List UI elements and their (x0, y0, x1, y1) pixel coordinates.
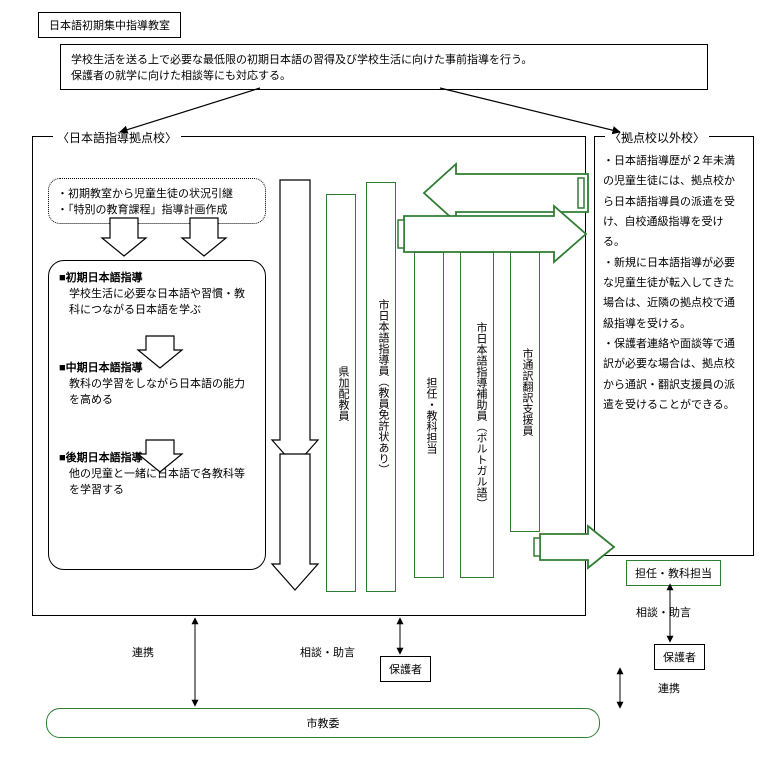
soudan2-label: 相談・助言 (636, 604, 691, 620)
phase-2: ■中期日本語指導 教科の学習をしながら日本語の能力を高める (59, 359, 255, 407)
other-bullet-2: ・保護者連絡や面談等で通訳が必要な場合は、拠点校から通訳・翻訳支援員の派遣を受け… (603, 334, 745, 415)
haken1-label: 派遣 (522, 228, 544, 244)
phase-3: ■後期日本語指導 他の児童と一緒に日本語で各教科等を学習する (59, 449, 255, 497)
committee-text: 市教委 (307, 718, 340, 730)
other-bullets: ・日本語指導歴が２年未満の児童生徒には、拠点校から日本語指導員の派遣を受け、自校… (595, 137, 753, 423)
soudan1-label: 相談・助言 (300, 644, 355, 660)
role-kenka: 県加配教員 (326, 194, 356, 592)
other-bullet-0: ・日本語指導歴が２年未満の児童生徒には、拠点校から日本語指導員の派遣を受け、自校… (603, 151, 745, 253)
role-shidouin: 市日本語指導員（教員免許状あり） (366, 182, 396, 592)
phase-1: ■初期日本語指導 学校生活に必要な日本語や習慣・教科につながる日本語を学ぶ (59, 269, 255, 317)
tsukyu-label: 通級指導 (500, 186, 544, 202)
role-tsuyaku: 市通訳翻訳支援員 (510, 252, 540, 532)
bottom-hogosha-box: 保護者 (380, 656, 431, 682)
intake-line2: ・「特別の教育課程」指導計画作成 (57, 201, 257, 217)
other-hogosha-box: 保護者 (654, 644, 705, 670)
role-kenka-text: 県加配教員 (337, 366, 349, 421)
other-bullet-1: ・新規に日本語指導が必要な児童生徒が転入してきた場合は、近隣の拠点校で通級指導を… (603, 253, 745, 334)
title-text: 日本語初期集中指導教室 (49, 20, 170, 32)
description-line1: 学校生活を送る上で必要な最低限の初期日本語の習得及び学校生活に向けた事前指導を行… (71, 51, 697, 67)
other-tannin-box: 担任・教科担当 (626, 560, 721, 586)
other-section-label: 〈拠点校以外校〉 (605, 129, 709, 146)
role-hojoin-text: 市日本語指導補助員（ポルトガル語） (475, 322, 487, 509)
role-tannin-text: 担任・教科担当 (425, 377, 437, 454)
phase1-desc: 学校生活に必要な日本語や習慣・教科につながる日本語を学ぶ (59, 285, 255, 317)
role-tsuyaku-text: 市通訳翻訳支援員 (521, 348, 533, 436)
bottom-hogosha-text: 保護者 (389, 664, 422, 676)
phase2-title: ■中期日本語指導 (59, 359, 255, 375)
intake-line1: ・初期教室から児童生徒の状況引継 (57, 185, 257, 201)
pullout-label: 別室で取り出し指導 (288, 264, 304, 363)
description-box: 学校生活を送る上で必要な最低限の初期日本語の習得及び学校生活に向けた事前指導を行… (60, 44, 708, 90)
phase1-title: ■初期日本語指導 (59, 269, 255, 285)
phases-box: ■初期日本語指導 学校生活に必要な日本語や習慣・教科につながる日本語を学ぶ ■中… (48, 260, 266, 570)
phase3-desc: 他の児童と一緒に日本語で各教科等を学習する (59, 465, 255, 497)
title-box: 日本語初期集中指導教室 (38, 12, 181, 38)
renkei2-label: 連携 (658, 680, 680, 696)
role-hojoin: 市日本語指導補助員（ポルトガル語） (460, 252, 494, 578)
committee-box: 市教委 (46, 708, 600, 738)
role-shidouin-text: 市日本語指導員（教員免許状あり） (377, 299, 389, 475)
other-tannin-text: 担任・教科担当 (635, 568, 712, 580)
hub-section-label: 〈日本語指導拠点校〉 (53, 129, 181, 146)
haken2-label: 派遣 (552, 543, 574, 559)
description-line2: 保護者の就学に向けた相談等にも対応する。 (71, 67, 697, 83)
role-tannin: 担任・教科担当 (414, 252, 444, 578)
inclass-label: 在籍学級で指導 (288, 470, 304, 547)
other-hogosha-text: 保護者 (663, 652, 696, 664)
other-section: 〈拠点校以外校〉 ・日本語指導歴が２年未満の児童生徒には、拠点校から日本語指導員… (594, 136, 754, 556)
phase2-desc: 教科の学習をしながら日本語の能力を高める (59, 375, 255, 407)
intake-box: ・初期教室から児童生徒の状況引継 ・「特別の教育課程」指導計画作成 (48, 178, 266, 224)
renkei1-label: 連携 (132, 644, 154, 660)
phase3-title: ■後期日本語指導 (59, 449, 255, 465)
